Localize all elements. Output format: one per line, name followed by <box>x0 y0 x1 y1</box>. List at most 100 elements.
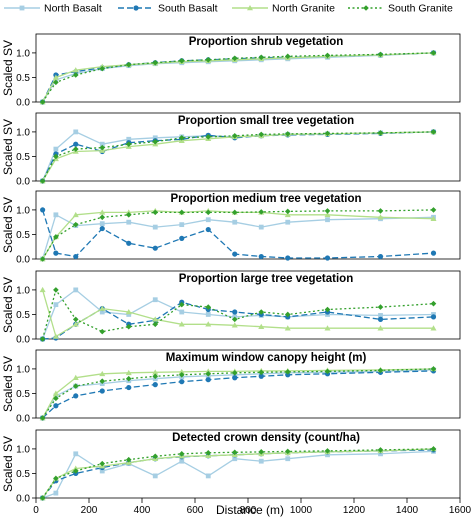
series-north-granite <box>39 286 437 339</box>
series-south-granite <box>39 287 437 342</box>
data-point-south-granite <box>284 448 291 455</box>
data-point-south-granite <box>377 130 384 136</box>
data-point-north-granite <box>258 323 265 329</box>
data-point-north-basalt <box>378 313 383 318</box>
data-point-south-granite <box>39 256 46 262</box>
data-point-south-granite <box>125 141 132 147</box>
data-point-south-granite <box>205 304 212 310</box>
x-tick-label: 1400 <box>396 505 419 516</box>
data-point-north-basalt <box>179 222 185 228</box>
data-point-north-granite <box>39 286 46 293</box>
y-tick-label: 0.0 <box>16 335 30 346</box>
data-point-north-granite <box>125 309 132 315</box>
data-point-north-basalt <box>258 458 264 464</box>
legend-label-south-granite: South Granite <box>388 3 453 15</box>
data-point-north-basalt <box>53 212 59 218</box>
data-point-south-basalt <box>205 226 211 233</box>
data-point-north-granite <box>178 321 185 327</box>
x-tick-label: 1200 <box>343 505 366 516</box>
y-tick-label: 0.5 <box>16 152 30 163</box>
data-point-south-granite <box>72 221 79 228</box>
legend-marker-south-granite <box>363 5 369 11</box>
x-tick-label: 0 <box>33 505 39 516</box>
data-point-south-granite <box>258 369 265 376</box>
y-tick-label: 1.0 <box>16 444 30 455</box>
data-point-south-granite <box>53 234 59 240</box>
y-tick-label: 1.0 <box>16 127 30 138</box>
data-point-north-granite <box>324 325 331 331</box>
data-point-north-basalt <box>152 135 158 141</box>
data-point-north-granite <box>125 209 132 215</box>
data-point-south-granite <box>231 316 238 323</box>
data-point-south-granite <box>430 366 437 372</box>
data-point-south-granite <box>178 372 185 378</box>
data-point-north-granite <box>205 321 212 327</box>
panel-title: Proportion medium tree vegetation <box>170 193 361 205</box>
data-point-south-basalt <box>232 309 238 315</box>
y-tick-label: 0.5 <box>16 389 30 400</box>
data-point-south-granite <box>39 99 46 105</box>
y-tick-label: 1.0 <box>16 285 30 296</box>
data-point-south-basalt <box>126 384 132 391</box>
panels: Proportion shrub vegetation0.00.51.0Scal… <box>1 33 461 505</box>
data-point-north-granite <box>430 215 437 221</box>
data-point-south-basalt <box>179 235 185 241</box>
series-north-basalt <box>40 367 436 421</box>
panel-6: Detected crown density (count/ha) 0.0 0.5 1… <box>1 429 461 505</box>
x-tick-label: 400 <box>134 505 151 516</box>
data-point-south-granite <box>377 208 384 214</box>
data-point-north-basalt <box>53 302 59 308</box>
data-point-south-granite <box>324 368 331 375</box>
data-point-north-granite <box>99 370 106 377</box>
data-point-south-granite <box>258 54 265 61</box>
x-tick-label: 200 <box>81 505 98 516</box>
data-point-south-basalt <box>285 372 291 378</box>
data-point-south-granite <box>99 144 106 151</box>
series-line-north-basalt <box>41 289 434 340</box>
series-line-north-granite <box>42 448 434 499</box>
series-north-basalt <box>40 287 436 342</box>
panel-5: Maximum window canopy height (m) 0.0 0.5 1.… <box>1 349 461 425</box>
data-point-north-basalt <box>325 452 330 458</box>
data-point-north-granite <box>377 214 384 220</box>
series-north-granite <box>39 128 437 184</box>
y-axis-label: Scaled SV <box>1 40 15 96</box>
data-point-south-granite <box>53 475 59 482</box>
y-tick-label: 0.5 <box>16 230 30 241</box>
series-south-basalt <box>40 299 437 342</box>
y-axis-label: Scaled SV <box>1 119 15 175</box>
series-south-granite <box>39 207 437 262</box>
data-point-south-basalt <box>73 141 79 147</box>
data-point-north-basalt <box>126 312 132 317</box>
data-point-south-granite <box>99 460 106 467</box>
series-north-granite <box>39 207 437 262</box>
x-tick-label: 600 <box>187 505 204 516</box>
data-point-north-granite <box>72 321 79 327</box>
data-point-south-basalt <box>232 251 238 257</box>
data-point-south-granite <box>125 61 132 68</box>
series-line-north-basalt <box>42 52 434 103</box>
data-point-south-granite <box>99 328 106 335</box>
data-point-north-granite <box>205 368 212 374</box>
data-point-south-granite <box>430 300 437 307</box>
data-point-south-basalt <box>53 250 59 256</box>
y-tick-label: 1.0 <box>16 48 30 59</box>
panel-frame <box>35 190 461 260</box>
y-tick-label: 0.0 <box>16 177 30 188</box>
series-south-granite <box>39 129 437 184</box>
series-south-basalt <box>40 368 437 421</box>
data-point-south-granite <box>53 79 59 86</box>
data-point-south-granite <box>284 131 291 137</box>
data-point-south-granite <box>205 134 212 140</box>
data-point-south-granite <box>125 375 132 382</box>
y-axis-label: Scaled SV <box>1 436 15 492</box>
data-point-south-granite <box>258 131 265 138</box>
data-point-north-granite <box>125 369 132 376</box>
data-point-north-basalt <box>232 456 238 462</box>
data-point-north-basalt <box>99 468 105 474</box>
data-point-south-granite <box>72 383 79 389</box>
data-point-north-granite <box>324 211 331 218</box>
series-line-north-granite <box>42 52 434 103</box>
